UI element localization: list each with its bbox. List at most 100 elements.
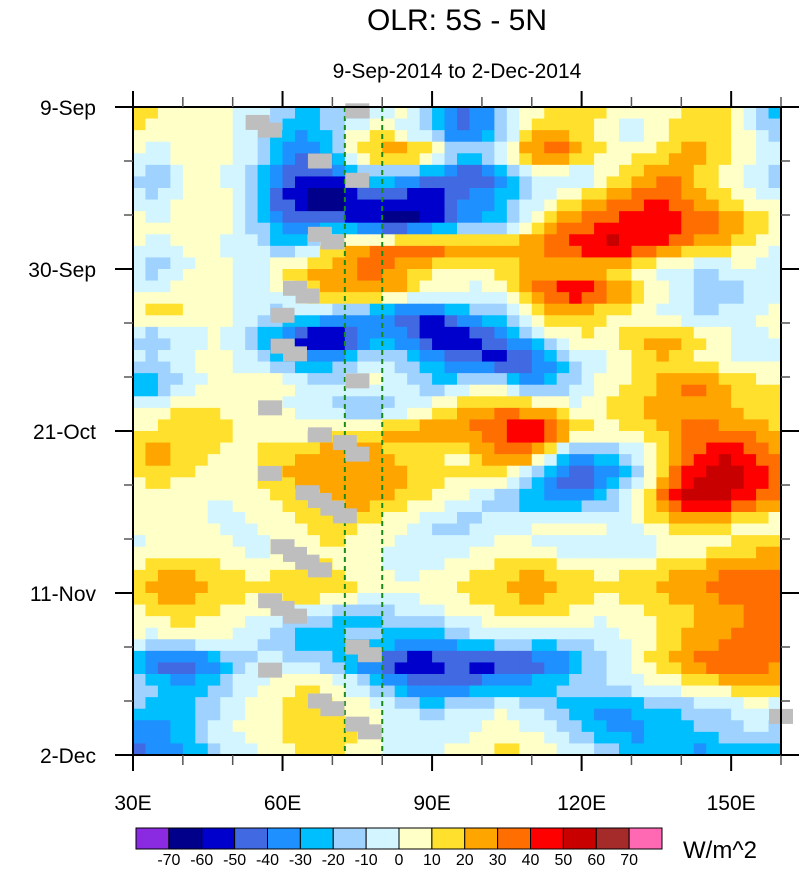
field-cell [681, 546, 695, 559]
field-cell [207, 326, 221, 340]
field-cell [382, 720, 396, 733]
field-cell [207, 442, 221, 455]
field-cell [444, 118, 458, 131]
field-cell [656, 269, 670, 282]
field-cell [743, 477, 757, 490]
field-cell [594, 361, 608, 374]
field-cell [731, 234, 745, 247]
field-cell [407, 627, 421, 640]
field-cell [220, 431, 234, 444]
field-cell [407, 164, 421, 178]
field-cell [245, 326, 259, 340]
field-cell [756, 188, 770, 201]
field-cell [257, 512, 271, 525]
field-cell [469, 338, 483, 351]
field-cell [656, 697, 670, 710]
field-cell [693, 338, 707, 351]
field-cell [419, 419, 433, 432]
field-cell [494, 697, 508, 710]
field-cell [469, 708, 483, 721]
colorbar-units: W/m^2 [683, 837, 757, 864]
field-cell [232, 338, 246, 351]
field-cell [506, 650, 520, 664]
field-cell [257, 292, 271, 305]
field-cell [743, 107, 757, 120]
field-cell [544, 697, 558, 710]
field-cell [519, 708, 533, 721]
field-cell [731, 222, 745, 235]
field-cell [444, 419, 458, 432]
field-cell [556, 292, 570, 305]
field-cell [444, 454, 458, 467]
field-cell [656, 650, 670, 664]
x-tick-label: 90E [413, 792, 450, 815]
field-cell [295, 731, 309, 745]
field-cell [718, 407, 732, 421]
field-cell [432, 500, 446, 513]
field-cell [419, 199, 433, 212]
field-cell [531, 373, 545, 386]
field-cell [619, 616, 633, 629]
field-cell [382, 500, 396, 513]
field-cell [270, 500, 284, 513]
field-cell [619, 512, 633, 525]
field-cell [157, 373, 171, 386]
field-cell [768, 674, 782, 687]
field-cell [332, 338, 346, 351]
field-cell [407, 731, 421, 745]
field-cell [295, 419, 309, 432]
field-cell [270, 326, 284, 340]
field-cell [270, 269, 284, 282]
field-cell [382, 350, 396, 363]
field-cell [556, 222, 570, 235]
field-cell [145, 674, 159, 687]
field-cell [556, 500, 570, 513]
field-cell [668, 280, 682, 293]
field-cell [544, 650, 558, 664]
field-cell [743, 130, 757, 143]
field-cell [133, 234, 147, 247]
field-cell [619, 465, 633, 478]
field-cell [357, 188, 371, 201]
field-cell [756, 442, 770, 455]
field-cell [232, 512, 246, 525]
field-cell [681, 211, 695, 224]
field-cell [182, 269, 196, 282]
field-cell [245, 743, 259, 756]
field-cell [469, 558, 483, 571]
field-cell [569, 234, 583, 247]
field-cell [506, 222, 520, 235]
field-cell [419, 234, 433, 247]
field-cell [270, 627, 284, 640]
field-cell [457, 604, 471, 617]
field-cell [207, 292, 221, 305]
colorbar-swatch [464, 827, 499, 850]
field-cell [344, 593, 358, 606]
field-cell [531, 199, 545, 212]
field-cell [207, 188, 221, 201]
field-cell [195, 627, 209, 640]
field-cell [419, 546, 433, 559]
field-cell [494, 315, 508, 328]
field-cell [182, 153, 196, 166]
field-cell [207, 245, 221, 259]
field-cell [282, 384, 296, 397]
field-cell [681, 512, 695, 525]
field-cell [681, 234, 695, 247]
field-cell [432, 523, 446, 536]
field-cell [569, 419, 583, 432]
field-cell [170, 512, 184, 525]
field-cell [407, 593, 421, 606]
field-cell [232, 280, 246, 293]
field-cell [307, 188, 321, 201]
field-cell [444, 546, 458, 559]
field-cell [195, 303, 209, 316]
field-cell [519, 685, 533, 698]
field-cell [581, 465, 595, 478]
field-cell [619, 350, 633, 363]
field-cell [481, 639, 495, 652]
field-cell [631, 454, 645, 467]
field-cell [257, 569, 271, 583]
field-cell [332, 176, 346, 189]
field-cell [232, 442, 246, 455]
